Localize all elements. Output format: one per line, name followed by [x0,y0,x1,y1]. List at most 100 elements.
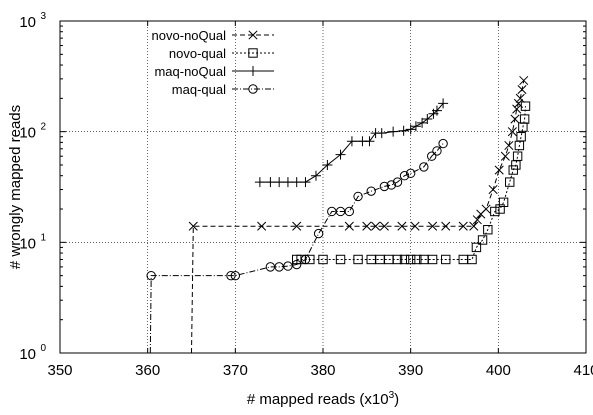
data-point [469,221,479,231]
data-point [344,221,354,231]
y-tick-label: 10 [19,235,36,252]
data-point [300,177,311,188]
y-tick-label-exponent: 3 [40,11,46,22]
data-point [495,204,505,214]
data-point [364,136,375,147]
x-tick-label: 350 [47,362,72,379]
x-axis-label: # mapped reads (x103) [247,390,399,408]
data-point [477,235,488,245]
data-point [417,117,428,128]
data-point [472,215,482,225]
data-point [392,254,403,265]
data-point [310,170,321,181]
data-point [410,121,421,132]
legend-label: novo-qual [169,46,226,61]
data-point [265,177,276,188]
data-point [335,254,346,265]
y-axis-label: # wrongly mapped reads [7,105,24,269]
data-point [379,181,390,192]
data-point [322,159,333,170]
x-tick-labels: 350 360 370 380 390 400 410 [47,362,593,379]
data-point [419,162,429,172]
y-tick-label-exponent: 1 [40,232,46,243]
data-point [254,177,265,188]
x-tick-label: 380 [310,362,335,379]
legend-item: maq-noQual [154,64,274,79]
data-point [274,177,285,188]
data-point [507,127,517,137]
data-point [458,221,468,231]
data-point [300,254,311,265]
data-point [428,221,438,231]
data-point [510,114,520,124]
data-point [441,254,451,265]
x-axis-label-end: ) [394,391,399,408]
data-point [519,75,529,86]
data-point [292,221,302,231]
legend-marker [248,84,258,94]
data-point [517,85,527,95]
legend-marker [248,48,258,58]
series-novo-noQual [188,75,529,354]
x-axis-label-exponent: 3 [389,390,395,401]
x-tick-label: 360 [135,362,160,379]
legend-label: maq-noQual [154,64,226,79]
legend-marker [248,30,258,40]
data-point [405,168,416,179]
data-point [422,114,433,125]
data-point [441,221,451,231]
data-point [366,186,376,196]
y-tick-label-exponent: 0 [40,343,46,354]
data-point [512,104,522,114]
series-line [191,80,525,354]
data-point [313,228,324,239]
data-point [318,254,328,265]
data-point [505,177,515,187]
series-novo-qual [292,101,531,265]
data-point [516,132,526,142]
data-point [427,254,438,265]
data-point [353,191,363,202]
y-tick-label: 10 [19,14,36,31]
data-point [399,254,410,265]
y-tick-label: 10 [19,125,36,142]
series-maq-noQual [254,98,449,188]
y-tick-label: 10 [19,346,36,363]
legend-item: novo-noQual [152,28,274,43]
data-point [392,177,403,187]
x-tick-label: 390 [398,362,423,379]
data-point [405,124,416,135]
data-point [398,125,409,136]
legend-label: maq-qual [172,82,226,97]
x-tick-label: 370 [223,362,248,379]
data-point [344,206,354,217]
data-point [376,128,387,139]
data-point [346,136,357,147]
data-point [481,204,491,214]
data-point [498,197,509,208]
data-point [471,242,482,253]
data-point [283,261,293,271]
data-point [427,151,437,161]
data-point [494,165,504,175]
data-point [490,206,500,217]
data-point [432,146,442,156]
data-point [412,254,422,265]
legend-item: novo-qual [169,46,274,61]
series-line [149,143,444,354]
data-point [431,105,442,116]
data-point [483,225,493,235]
data-point [512,151,523,161]
data-point [397,221,407,231]
data-point [292,259,302,270]
data-point [519,114,530,124]
data-point [188,221,198,231]
x-tick-label: 400 [486,362,511,379]
data-point [386,180,397,190]
x-tick-label: 410 [573,362,593,379]
data-point [146,270,156,281]
data-point [353,254,363,265]
data-point [467,254,477,265]
data-point [257,221,267,231]
